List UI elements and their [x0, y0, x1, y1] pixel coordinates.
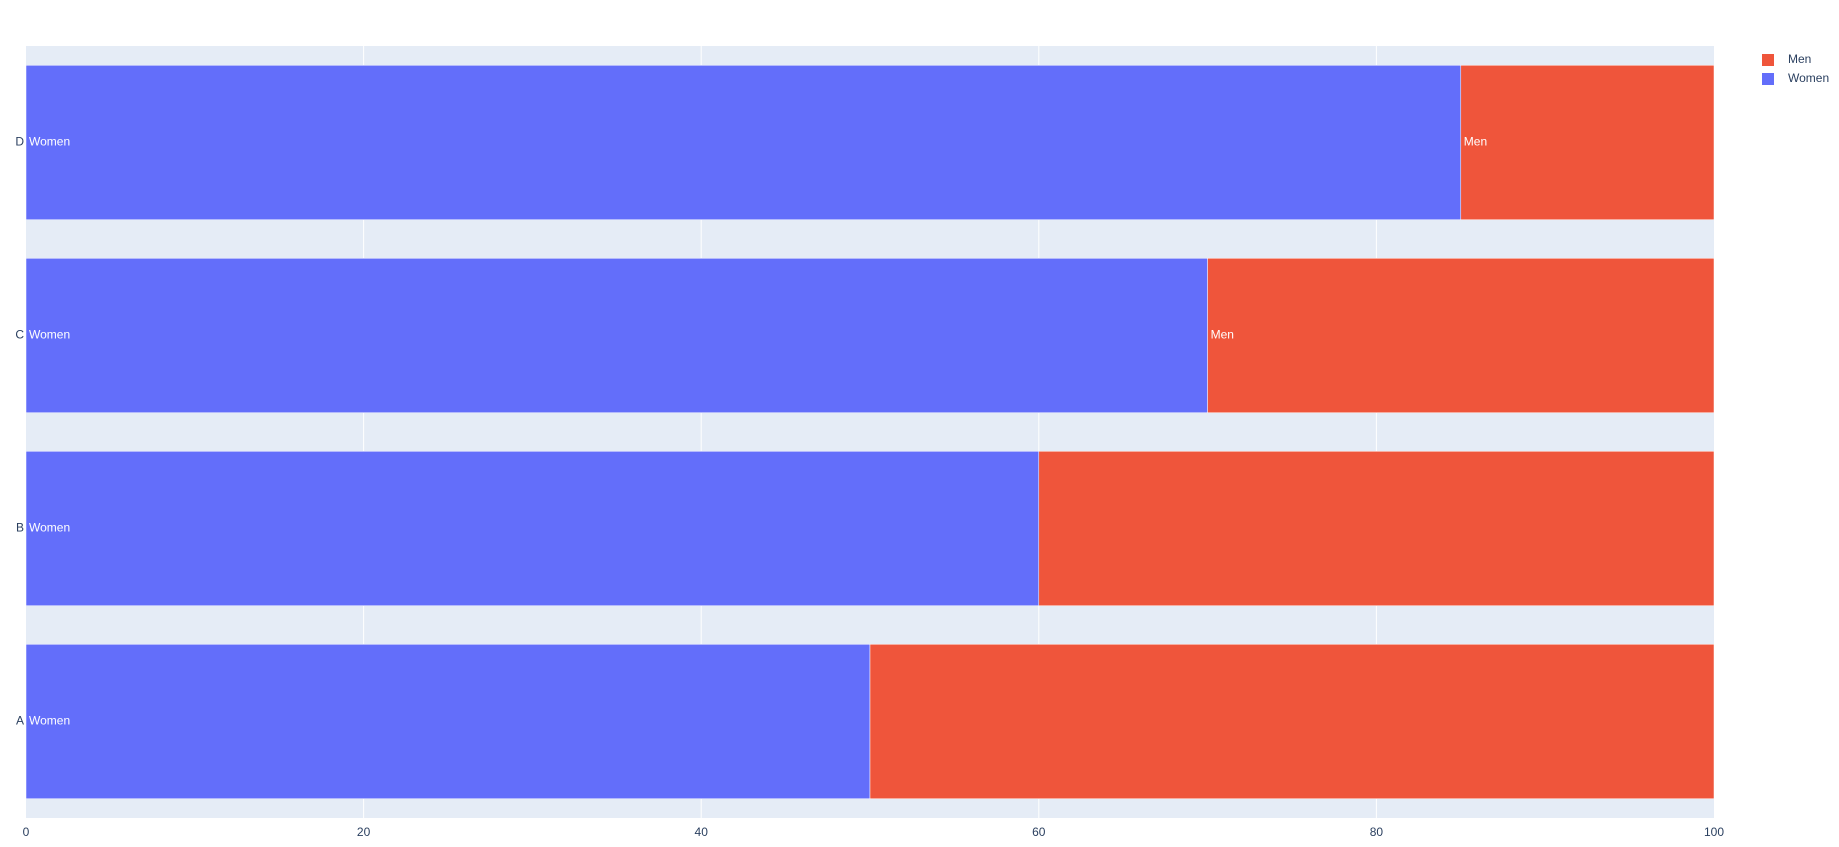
bar-women-D[interactable] — [25, 65, 1462, 220]
bar-men-A[interactable] — [869, 644, 1715, 799]
bars — [25, 65, 1715, 799]
bar-label-women-A: Women — [29, 714, 70, 728]
y-tick-label-D: D — [15, 135, 24, 149]
y-tick-label-B: B — [16, 521, 24, 535]
bar-women-B[interactable] — [25, 451, 1040, 606]
legend-swatch-men[interactable] — [1762, 54, 1774, 66]
x-tick-label-0: 0 — [23, 825, 30, 839]
bar-men-D[interactable] — [1460, 65, 1715, 220]
x-tick-label-100: 100 — [1704, 825, 1724, 839]
x-tick-label-40: 40 — [695, 825, 709, 839]
bar-label-men-C: Men — [1211, 328, 1234, 342]
x-tick-label-60: 60 — [1032, 825, 1046, 839]
bar-men-C[interactable] — [1207, 258, 1715, 413]
bar-label-women-D: Women — [29, 135, 70, 149]
x-tick-label-80: 80 — [1370, 825, 1384, 839]
bar-women-C[interactable] — [25, 258, 1208, 413]
legend-label-women[interactable]: Women — [1788, 71, 1829, 85]
bar-label-men-D: Men — [1464, 135, 1487, 149]
y-tick-label-C: C — [15, 328, 24, 342]
y-tick-label-A: A — [16, 714, 24, 728]
legend[interactable]: Men Women — [1762, 52, 1829, 85]
legend-label-men[interactable]: Men — [1788, 52, 1811, 66]
bar-women-A[interactable] — [25, 644, 871, 799]
bar-label-women-B: Women — [29, 521, 70, 535]
bar-labels: Women Women Women Men Women Men — [29, 135, 1487, 728]
x-tick-label-20: 20 — [357, 825, 371, 839]
legend-swatch-women[interactable] — [1762, 73, 1774, 85]
bar-label-women-C: Women — [29, 328, 70, 342]
axes: A B C D 0 20 40 60 80 100 — [15, 135, 1724, 839]
bar-men-B[interactable] — [1038, 451, 1715, 606]
